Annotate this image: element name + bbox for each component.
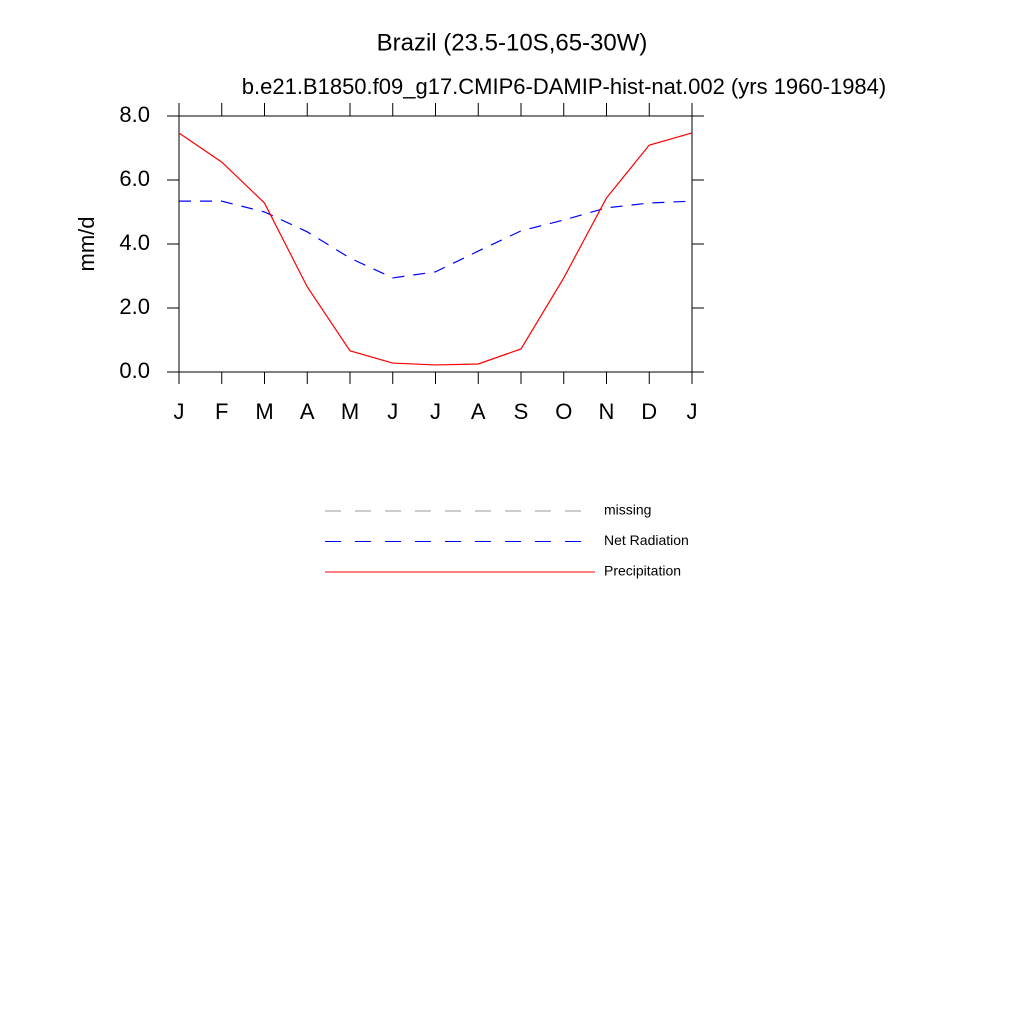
legend-label: Net Radiation <box>604 532 689 548</box>
y-tick-label: 2.0 <box>119 294 150 319</box>
x-tick-label: J <box>174 399 185 424</box>
x-tick-label: S <box>514 399 529 424</box>
x-tick-label: M <box>341 399 359 424</box>
x-tick-label: F <box>215 399 228 424</box>
x-tick-label: N <box>599 399 615 424</box>
chart-title: Brazil (23.5-10S,65-30W) <box>377 29 648 56</box>
legend-label: missing <box>604 502 651 518</box>
y-axis-label: mm/d <box>74 217 99 272</box>
x-tick-label: J <box>387 399 398 424</box>
x-tick-label: A <box>471 399 486 424</box>
y-tick-label: 8.0 <box>119 102 150 127</box>
x-tick-label: A <box>300 399 315 424</box>
chart-subtitle: b.e21.B1850.f09_g17.CMIP6-DAMIP-hist-nat… <box>242 74 886 99</box>
y-tick-label: 0.0 <box>119 358 150 383</box>
x-tick-label: M <box>255 399 273 424</box>
x-tick-label: D <box>641 399 657 424</box>
series-line <box>179 200 693 279</box>
x-tick-label: J <box>687 399 698 424</box>
y-tick-label: 4.0 <box>119 230 150 255</box>
y-tick-label: 6.0 <box>119 166 150 191</box>
series-line <box>178 132 693 366</box>
legend-label: Precipitation <box>604 563 681 579</box>
x-tick-label: O <box>555 399 572 424</box>
plot-frame <box>178 115 693 373</box>
x-tick-label: J <box>430 399 441 424</box>
